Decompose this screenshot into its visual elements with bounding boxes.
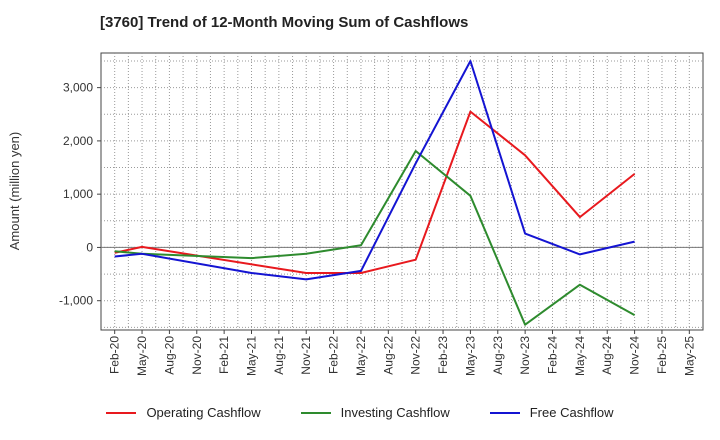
x-tick-label: Aug-23 — [491, 336, 505, 375]
series-line-investing-cashflow — [114, 150, 636, 326]
x-tick-label: Nov-21 — [299, 336, 313, 375]
x-tick-label: May-22 — [354, 336, 368, 376]
chart-title: [3760] Trend of 12-Month Moving Sum of C… — [100, 14, 469, 31]
legend-swatch-free — [489, 411, 520, 414]
y-tick-label: 3,000 — [63, 81, 93, 95]
x-tick-label: May-25 — [682, 336, 696, 376]
x-axis: Feb-20 May-20 Aug-20 Nov-20 Feb-21 May-21 Aug-… — [108, 330, 696, 376]
x-tick-label: May-24 — [573, 336, 587, 376]
legend-item-investing: Investing Cashflow — [300, 405, 450, 420]
x-tick-label: Aug-21 — [272, 336, 286, 375]
x-tick-label: Feb-24 — [546, 336, 560, 374]
legend-label-free: Free Cashflow — [529, 405, 614, 420]
series-layer — [114, 60, 636, 326]
legend-label-operating: Operating Cashflow — [146, 405, 261, 420]
x-tick-label: May-20 — [135, 336, 149, 376]
x-tick-label: Feb-22 — [327, 336, 341, 374]
legend-swatch-investing — [300, 411, 331, 414]
y-tick-label: -1,000 — [59, 294, 93, 308]
y-tick-label: 2,000 — [63, 134, 93, 148]
legend-swatch-operating — [106, 411, 137, 414]
series-line-free-cashflow — [114, 60, 635, 281]
legend-item-free: Free Cashflow — [489, 405, 614, 420]
x-tick-label: Aug-24 — [600, 336, 614, 375]
legend-item-operating: Operating Cashflow — [106, 405, 261, 420]
x-tick-label: Feb-20 — [108, 336, 122, 374]
y-tick-label: 0 — [86, 240, 93, 254]
x-tick-label: Nov-23 — [518, 336, 532, 375]
y-axis-label: Amount (million yen) — [7, 132, 22, 251]
x-tick-label: Feb-23 — [436, 336, 450, 374]
x-tick-label: Aug-22 — [381, 336, 395, 375]
x-tick-label: Aug-20 — [162, 336, 176, 375]
x-tick-label: Nov-20 — [190, 336, 204, 375]
y-axis: -1,000 0 1,000 2,000 3,000 — [59, 81, 101, 308]
x-tick-label: May-23 — [463, 336, 477, 376]
x-tick-label: May-21 — [245, 336, 259, 376]
x-tick-label: Nov-22 — [409, 336, 423, 375]
x-tick-label: Feb-25 — [655, 336, 669, 374]
legend: Operating Cashflow Investing Cashflow Fr… — [0, 405, 720, 420]
x-tick-label: Feb-21 — [217, 336, 231, 374]
y-tick-label: 1,000 — [63, 187, 93, 201]
grid-layer — [101, 53, 703, 330]
legend-label-investing: Investing Cashflow — [340, 405, 450, 420]
x-tick-label: Nov-24 — [628, 336, 642, 375]
